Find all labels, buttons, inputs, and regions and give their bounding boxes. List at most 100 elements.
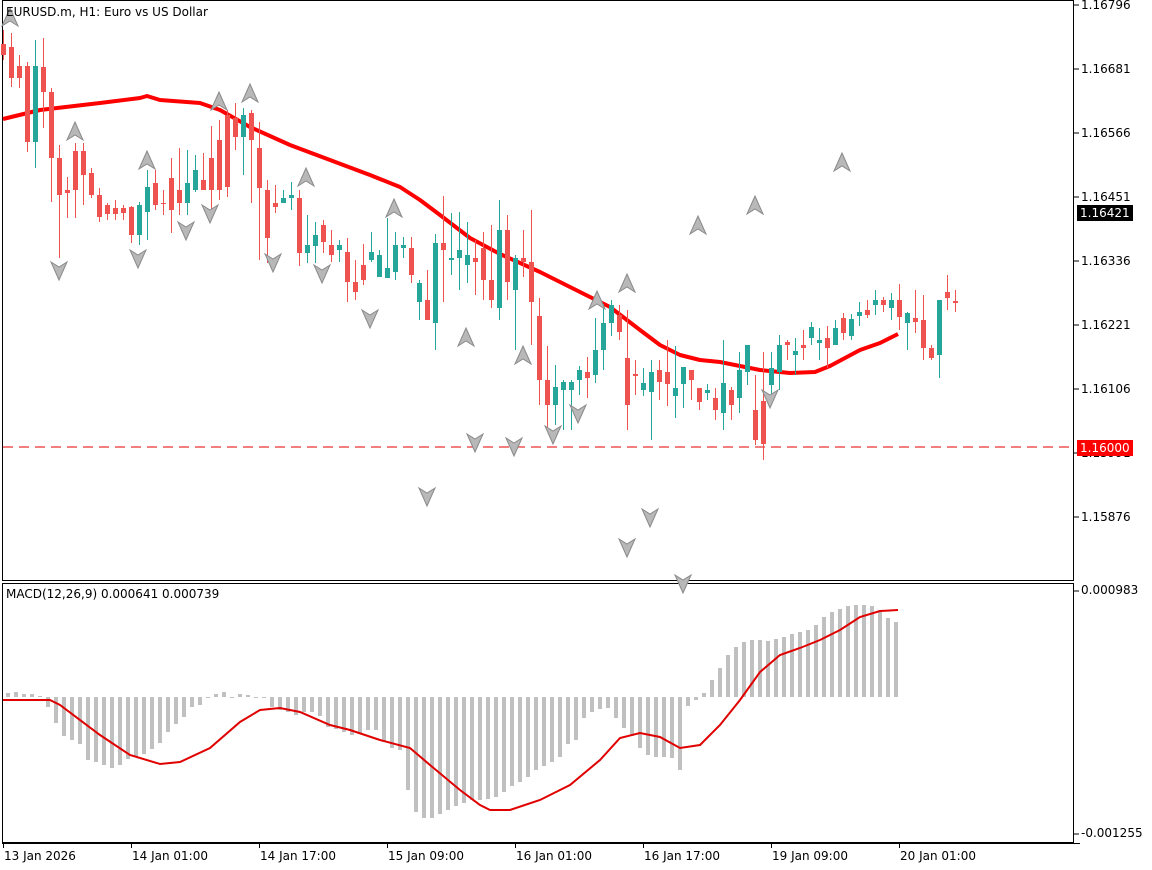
candle-body bbox=[249, 113, 254, 140]
macd-histogram-bar bbox=[894, 622, 898, 697]
time-label: 19 Jan 09:00 bbox=[772, 849, 848, 863]
candle-body bbox=[665, 372, 670, 384]
macd-histogram-bar bbox=[86, 697, 90, 760]
candle-body bbox=[369, 252, 374, 260]
candle-body bbox=[913, 318, 918, 322]
macd-histogram-bar bbox=[518, 697, 522, 782]
macd-histogram-bar bbox=[686, 697, 690, 706]
candle-body bbox=[817, 340, 822, 343]
macd-histogram-bar bbox=[550, 697, 554, 762]
macd-histogram-bar bbox=[398, 697, 402, 750]
macd-histogram-bar bbox=[694, 697, 698, 700]
macd-histogram-bar bbox=[246, 695, 250, 697]
candle-body bbox=[113, 208, 118, 214]
candle-body bbox=[881, 300, 886, 305]
macd-histogram-bar bbox=[318, 697, 322, 716]
candle-body bbox=[129, 207, 134, 235]
candle-body bbox=[305, 245, 310, 253]
macd-histogram-bar bbox=[198, 697, 202, 705]
fractal-up-arrow-icon bbox=[832, 151, 852, 173]
fractal-down-arrow-icon bbox=[760, 388, 780, 410]
candle-body bbox=[1, 44, 6, 55]
candle-body bbox=[617, 315, 622, 332]
macd-histogram-bar bbox=[142, 697, 146, 754]
candle-body bbox=[489, 280, 494, 300]
candle-body bbox=[385, 268, 390, 278]
macd-histogram-bar bbox=[422, 697, 426, 818]
fractal-up-arrow-icon bbox=[617, 272, 637, 294]
candle-body bbox=[25, 66, 30, 142]
candle-body bbox=[857, 312, 862, 316]
candle-body bbox=[329, 245, 334, 255]
macd-histogram-bar bbox=[38, 696, 42, 697]
candle-body bbox=[49, 92, 54, 158]
candle-body bbox=[377, 255, 382, 277]
macd-histogram-bar bbox=[14, 692, 18, 697]
macd-histogram-bar bbox=[382, 697, 386, 742]
macd-histogram-bar bbox=[182, 697, 186, 717]
chart-title: EURUSD.m, H1: Euro vs US Dollar bbox=[6, 5, 208, 19]
candle-body bbox=[505, 230, 510, 282]
fractal-up-arrow-icon bbox=[296, 166, 316, 188]
macd-histogram-bar bbox=[726, 655, 730, 697]
macd-histogram-bar bbox=[526, 697, 530, 777]
candle-body bbox=[569, 382, 574, 390]
candle-body bbox=[713, 398, 718, 410]
candle-body bbox=[729, 390, 734, 405]
macd-histogram-bar bbox=[806, 630, 810, 697]
macd-histogram-bar bbox=[206, 697, 210, 698]
candle-body bbox=[257, 148, 262, 188]
time-label: 14 Jan 01:00 bbox=[132, 849, 208, 863]
macd-histogram-bar bbox=[734, 647, 738, 697]
candle-body bbox=[321, 225, 326, 242]
candle-body bbox=[137, 205, 142, 235]
candle-body bbox=[865, 310, 870, 315]
candle-body bbox=[929, 348, 934, 358]
macd-histogram-bar bbox=[606, 697, 610, 708]
fractal-down-arrow-icon bbox=[200, 203, 220, 225]
candle-body bbox=[425, 300, 430, 320]
candle-body bbox=[649, 372, 654, 392]
candle-body bbox=[169, 178, 174, 210]
candle-body bbox=[313, 235, 318, 246]
macd-histogram-bar bbox=[534, 697, 538, 770]
macd-histogram-bar bbox=[718, 668, 722, 697]
candle-body bbox=[217, 140, 222, 190]
candle-body bbox=[825, 338, 830, 348]
candle-body bbox=[785, 342, 790, 345]
macd-histogram-bar bbox=[838, 609, 842, 697]
candle-body bbox=[529, 262, 534, 302]
macd-histogram-bar bbox=[830, 612, 834, 697]
candle-body bbox=[73, 151, 78, 190]
fractal-down-arrow-icon bbox=[176, 220, 196, 242]
macd-histogram-bar bbox=[878, 610, 882, 697]
candle-body bbox=[953, 301, 958, 303]
fractal-up-arrow-icon bbox=[384, 197, 404, 219]
macd-histogram-bar bbox=[294, 697, 298, 715]
price-label: 1.16451 bbox=[1081, 190, 1131, 204]
macd-histogram-bar bbox=[862, 605, 866, 697]
macd-histogram-bar bbox=[102, 697, 106, 765]
current-price-tag: 1.16421 bbox=[1077, 205, 1133, 221]
macd-histogram-bar bbox=[326, 697, 330, 727]
candle-body bbox=[65, 190, 70, 193]
macd-axis-label: -0.001255 bbox=[1081, 826, 1143, 840]
candle-body bbox=[553, 387, 558, 405]
candle-body bbox=[289, 195, 294, 198]
macd-histogram-bar bbox=[558, 697, 562, 757]
candle-body bbox=[905, 313, 910, 323]
candle-body bbox=[41, 67, 46, 92]
candle-body bbox=[465, 255, 470, 265]
macd-histogram-bar bbox=[30, 694, 34, 697]
macd-histogram-bar bbox=[766, 641, 770, 697]
candle-body bbox=[401, 245, 406, 248]
candle-body bbox=[897, 300, 902, 317]
macd-histogram-bar bbox=[646, 697, 650, 755]
fractal-up-arrow-icon bbox=[137, 149, 157, 171]
macd-histogram-bar bbox=[350, 697, 354, 735]
macd-histogram-bar bbox=[710, 680, 714, 697]
fractal-down-arrow-icon bbox=[504, 436, 524, 458]
macd-histogram-bar bbox=[374, 697, 378, 730]
macd-histogram-bar bbox=[702, 693, 706, 697]
